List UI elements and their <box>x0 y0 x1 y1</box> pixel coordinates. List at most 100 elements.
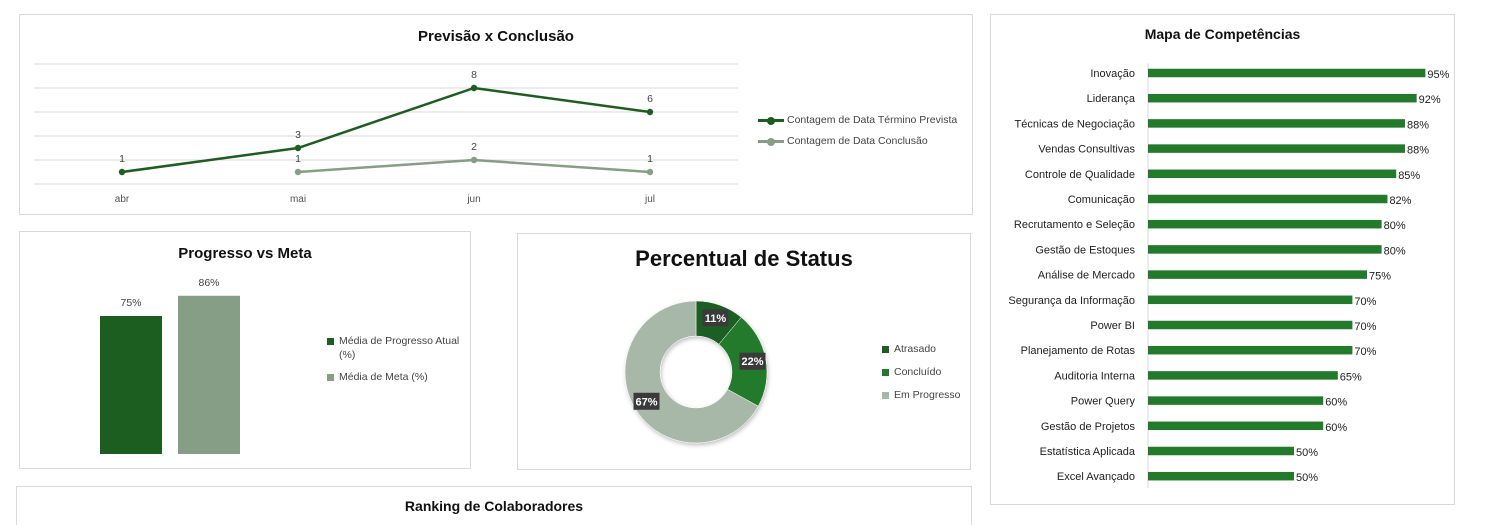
slice-label-box <box>702 309 729 327</box>
data-point <box>470 156 478 164</box>
competencias-bar-chart: Inovação 95% Liderança 92% Técnicas de Negoc… <box>1008 63 1450 489</box>
x-tick-label: jul <box>644 194 655 205</box>
bar <box>1148 421 1324 431</box>
data-label: 1 <box>647 153 653 165</box>
slice-label-box <box>633 392 660 410</box>
progress-chart-title: Progresso vs Meta <box>178 245 312 262</box>
bar <box>1148 144 1405 153</box>
legend-swatch-atrasado <box>882 346 889 353</box>
bar-value-label: 70% <box>1354 321 1376 333</box>
bar-value-label: 95% <box>1427 69 1449 81</box>
donut-chart-title: Percentual de Status <box>635 246 853 271</box>
legend-item-progresso: Média de Progresso Atual (%) <box>327 334 467 362</box>
x-tick-label: mai <box>290 194 306 205</box>
category-label: Vendas Consultivas <box>1038 144 1135 156</box>
data-label: 1 <box>119 153 125 165</box>
category-label: Segurança da Informação <box>1008 295 1135 307</box>
bar-value-label: 85% <box>1398 170 1420 182</box>
data-label: 1 <box>295 153 301 165</box>
legend-label-em-progresso: Em Progresso <box>894 389 961 401</box>
bar <box>1148 345 1353 355</box>
category-label: Excel Avançado <box>1057 471 1135 483</box>
legend-label-concluido: Concluído <box>894 366 942 378</box>
data-label: 2 <box>471 141 477 153</box>
bar-value-label: 80% <box>1384 220 1406 232</box>
x-tick-label: jun <box>466 194 480 205</box>
bar-value-label: 60% <box>1325 397 1347 409</box>
legend-swatch-conclusao <box>758 134 784 148</box>
bar <box>1148 169 1397 179</box>
bar-value-label: 50% <box>1296 447 1318 459</box>
competencias-panel: Mapa de Competências Inovação 95% Lideranç… <box>990 14 1455 505</box>
category-label: Liderança <box>1087 93 1136 105</box>
legend-label-atrasado: Atrasado <box>894 343 937 355</box>
line-chart: abr mai jun jul 1 3 8 6 1 2 1 <box>34 63 738 205</box>
legend-item-em-progresso: Em Progresso <box>882 388 961 402</box>
slice-label: 11% <box>705 313 727 325</box>
bar-value-label: 60% <box>1325 422 1347 434</box>
data-point <box>470 84 478 92</box>
legend-item-conclusao: Contagem de Data Conclusão <box>758 134 957 148</box>
donut-chart-legend: Atrasado Concluído Em Progresso <box>882 342 961 409</box>
bar <box>1148 245 1382 254</box>
category-label: Recrutamento e Seleção <box>1014 219 1135 231</box>
category-label: Gestão de Projetos <box>1041 421 1136 433</box>
data-point <box>294 144 302 152</box>
bar-value-label: 50% <box>1296 472 1318 484</box>
status-panel: Percentual de Status 11% 22% 67% Atrasado … <box>517 233 971 470</box>
category-label: Análise de Mercado <box>1038 270 1135 282</box>
legend-item-concluido: Concluído <box>882 365 961 379</box>
previsao-conclusao-panel: Previsão x Conclusão abr mai jun jul 1 3 8 6 1 2 1… <box>19 14 973 215</box>
bar-value-label: 92% <box>1419 94 1441 106</box>
slice-label: 67% <box>635 396 657 408</box>
category-label: Gestão de Estoques <box>1035 244 1135 256</box>
bar <box>1148 93 1417 103</box>
data-point <box>294 168 302 176</box>
data-point <box>646 108 654 116</box>
category-label: Controle de Qualidade <box>1025 169 1135 181</box>
progress-chart-legend: Média de Progresso Atual (%) Média de Me… <box>327 334 467 391</box>
bar <box>1148 270 1367 279</box>
category-label: Técnicas de Negociação <box>1015 118 1135 130</box>
ranking-panel: Ranking de Colaboradores <box>16 486 972 525</box>
data-point <box>646 168 654 176</box>
bar <box>1148 396 1324 405</box>
bar <box>1148 295 1353 305</box>
progresso-meta-panel: Progresso vs Meta 75% 86% Média de Progre… <box>19 231 471 469</box>
category-label: Estatística Aplicada <box>1040 446 1136 458</box>
bar-value-label: 80% <box>1384 245 1406 257</box>
slice-label: 22% <box>741 356 763 368</box>
series-line <box>121 86 651 174</box>
bar-value-label: 70% <box>1354 346 1376 358</box>
bar <box>1148 371 1338 380</box>
legend-item-atrasado: Atrasado <box>882 342 961 356</box>
data-label: 6 <box>647 93 653 105</box>
line-chart-legend: Contagem de Data Término Prevista Contag… <box>758 113 957 155</box>
bar <box>178 295 240 454</box>
legend-swatch-progresso <box>327 338 334 345</box>
category-label: Comunicação <box>1068 194 1135 206</box>
x-tick-label: abr <box>115 194 130 205</box>
legend-swatch-concluido <box>882 369 889 376</box>
bar <box>1148 446 1294 456</box>
bar <box>1148 471 1294 481</box>
legend-label-prevista: Contagem de Data Término Prevista <box>787 114 958 126</box>
ranking-title: Ranking de Colaboradores <box>404 498 584 514</box>
bar <box>1148 320 1353 330</box>
bar-value-label: 75% <box>1369 271 1391 283</box>
bar-value-label: 75% <box>120 297 141 309</box>
bar-value-label: 86% <box>198 277 219 289</box>
legend-label-progresso: Média de Progresso Atual (%) <box>339 335 460 361</box>
donut-ring <box>624 300 768 444</box>
bar-value-label: 82% <box>1389 195 1411 207</box>
bar <box>100 316 162 454</box>
legend-item-meta: Média de Meta (%) <box>327 370 467 384</box>
legend-item-prevista: Contagem de Data Término Prevista <box>758 113 957 127</box>
competencias-chart-title: Mapa de Competências <box>1144 26 1301 42</box>
legend-swatch-em-progresso <box>882 392 889 399</box>
status-donut-chart: 11% 22% 67% <box>624 300 768 444</box>
bar-value-label: 70% <box>1354 296 1376 308</box>
legend-swatch-prevista <box>758 113 784 127</box>
data-label: 3 <box>295 129 301 141</box>
bar <box>1148 219 1382 229</box>
